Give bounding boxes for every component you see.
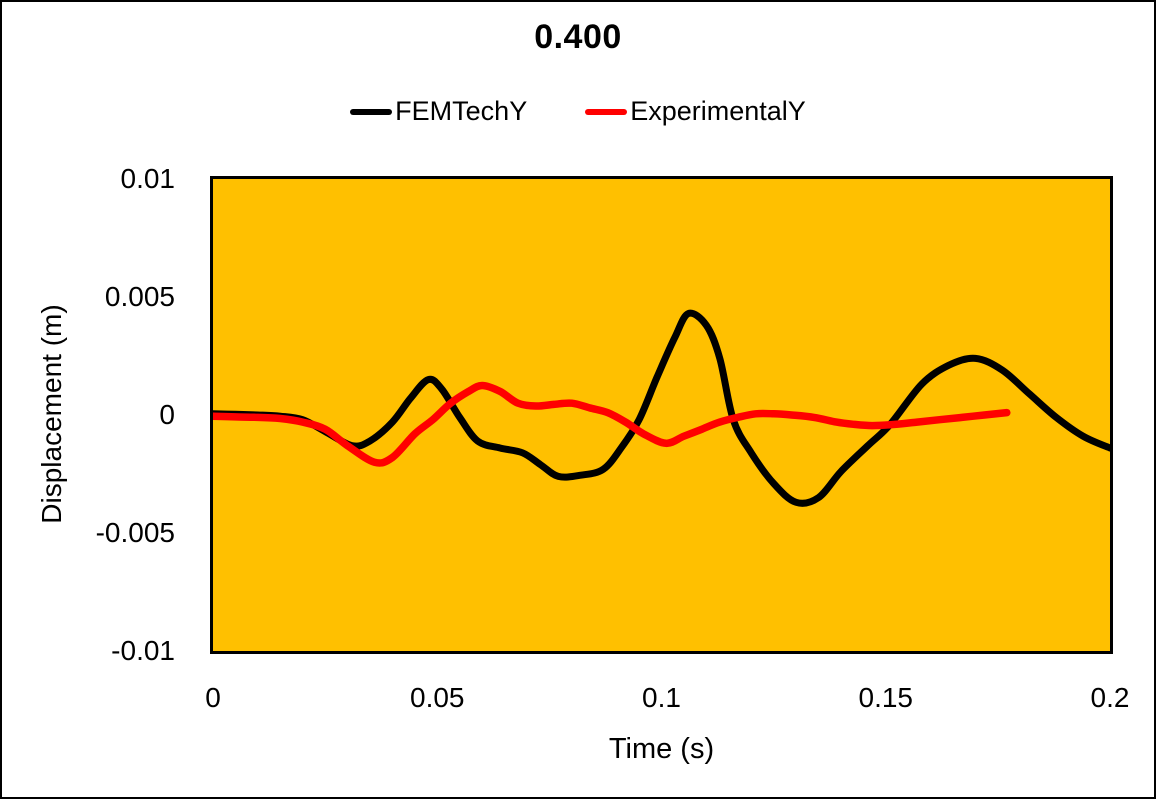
y-tick-label: -0.005	[95, 517, 175, 548]
series-line-experimentaly	[213, 381, 1011, 467]
series-line-femtechy	[213, 309, 1110, 507]
y-tick-label: 0.01	[120, 163, 176, 194]
plot-area	[210, 176, 1113, 654]
x-tick-label: 0.05	[410, 682, 465, 713]
x-tick-label: 0.1	[642, 682, 681, 713]
x-tick-label: 0.2	[1090, 682, 1130, 713]
legend-item-femtechy: FEMTechY	[350, 96, 527, 127]
series-lines	[213, 309, 1110, 507]
chart-title: 0.400	[534, 18, 622, 56]
legend-label-femtechy: FEMTechY	[395, 96, 528, 126]
x-axis-title: Time (s)	[608, 733, 715, 765]
y-tick-label: -0.01	[111, 635, 175, 666]
legend-label-experimentaly: ExperimentalY	[630, 96, 806, 126]
y-tick-label: 0.005	[104, 281, 175, 312]
experimentaly-line-swatch-icon	[585, 108, 628, 115]
x-tick-label: 0.15	[858, 682, 914, 713]
chart-legend: FEMTechY ExperimentalY	[2, 96, 1154, 127]
x-tick-label: 0	[205, 682, 221, 713]
legend-item-experimentaly: ExperimentalY	[585, 96, 806, 127]
y-tick-label: 0	[159, 399, 175, 430]
femtechy-line-swatch-icon	[350, 108, 393, 115]
